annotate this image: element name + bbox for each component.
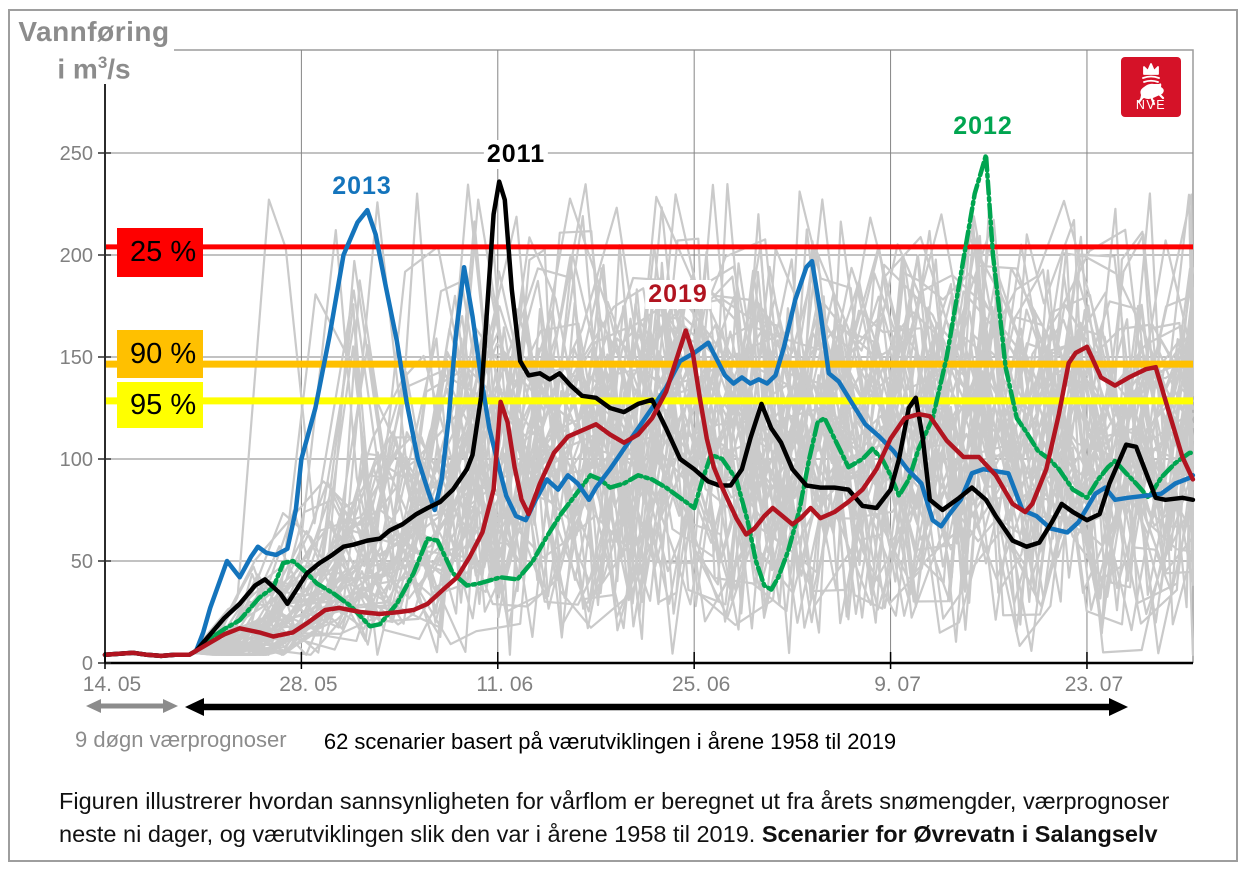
caption-bold: Scenarier for Øvrevatn i Salangselv (761, 821, 1158, 847)
threshold-box-25pct: 25 % (117, 228, 203, 277)
x-tick-label: 11. 06 (476, 673, 533, 696)
forecast-arrow-label: 9 døgn værprognoser (75, 727, 287, 752)
x-tick-label: 14. 05 (83, 673, 141, 696)
scenario-arrow-label: 62 scenarier basert på værutviklingen i … (323, 729, 897, 754)
series-2013-line (102, 207, 1196, 659)
y-axis-title: Vannføring i m3/s (14, 16, 174, 85)
y-tick-label: 150 (60, 347, 93, 369)
ensemble-scenario-line (190, 197, 1195, 654)
forecast-arrowhead-right (163, 699, 178, 713)
scenario-arrowhead-right (1109, 698, 1128, 716)
threshold-box-95pct: 95 % (117, 382, 203, 428)
y-axis-title-line1: Vannføring (18, 16, 170, 47)
ensemble-scenario-line (190, 320, 1195, 654)
threshold-label-90pct: 90 % (130, 337, 197, 370)
ensemble-scenario-line (190, 240, 1195, 656)
threshold-label-95pct: 95 % (130, 388, 197, 421)
y-axis-title-unit: i m3/s (14, 47, 174, 84)
figure-caption: Figuren illustrerer hvordan sannsynlighe… (59, 785, 1229, 851)
series-2019-line (102, 328, 1196, 659)
y-tick-label: 250 (60, 143, 93, 165)
nve-logo: NVE (1121, 57, 1181, 117)
x-tick-label: 23. 07 (1065, 673, 1123, 696)
y-tick-label: 100 (60, 449, 93, 471)
nve-lion-crown-icon (1137, 63, 1165, 106)
series-2011-line (102, 179, 1196, 659)
series-label-2011: 2011 (483, 140, 549, 169)
caption-line1: Figuren illustrerer hvordan sannsynlighe… (59, 788, 1170, 814)
y-tick-label: 0 (82, 653, 93, 675)
caption-line2: neste ni dager, og værutviklingen slik d… (59, 821, 762, 847)
threshold-label-25pct: 25 % (130, 236, 197, 268)
series-label-2012: 2012 (950, 112, 1016, 141)
series-label-2019: 2019 (645, 280, 711, 309)
unit-suffix: /s (107, 53, 131, 85)
unit-prefix: i m (57, 53, 98, 85)
x-tick-label: 25. 06 (672, 673, 730, 696)
forecast-arrowhead-left (86, 699, 101, 713)
x-tick-label: 9. 07 (874, 673, 921, 696)
series-label-2013: 2013 (329, 172, 395, 201)
y-tick-label: 200 (60, 245, 93, 267)
threshold-box-90pct: 90 % (117, 330, 203, 378)
nve-logo-text: NVE (1135, 98, 1167, 112)
scenario-arrowhead-left (185, 698, 204, 716)
x-tick-label: 28. 05 (279, 673, 337, 696)
unit-superscript: 3 (97, 53, 108, 72)
y-tick-label: 50 (71, 551, 93, 573)
